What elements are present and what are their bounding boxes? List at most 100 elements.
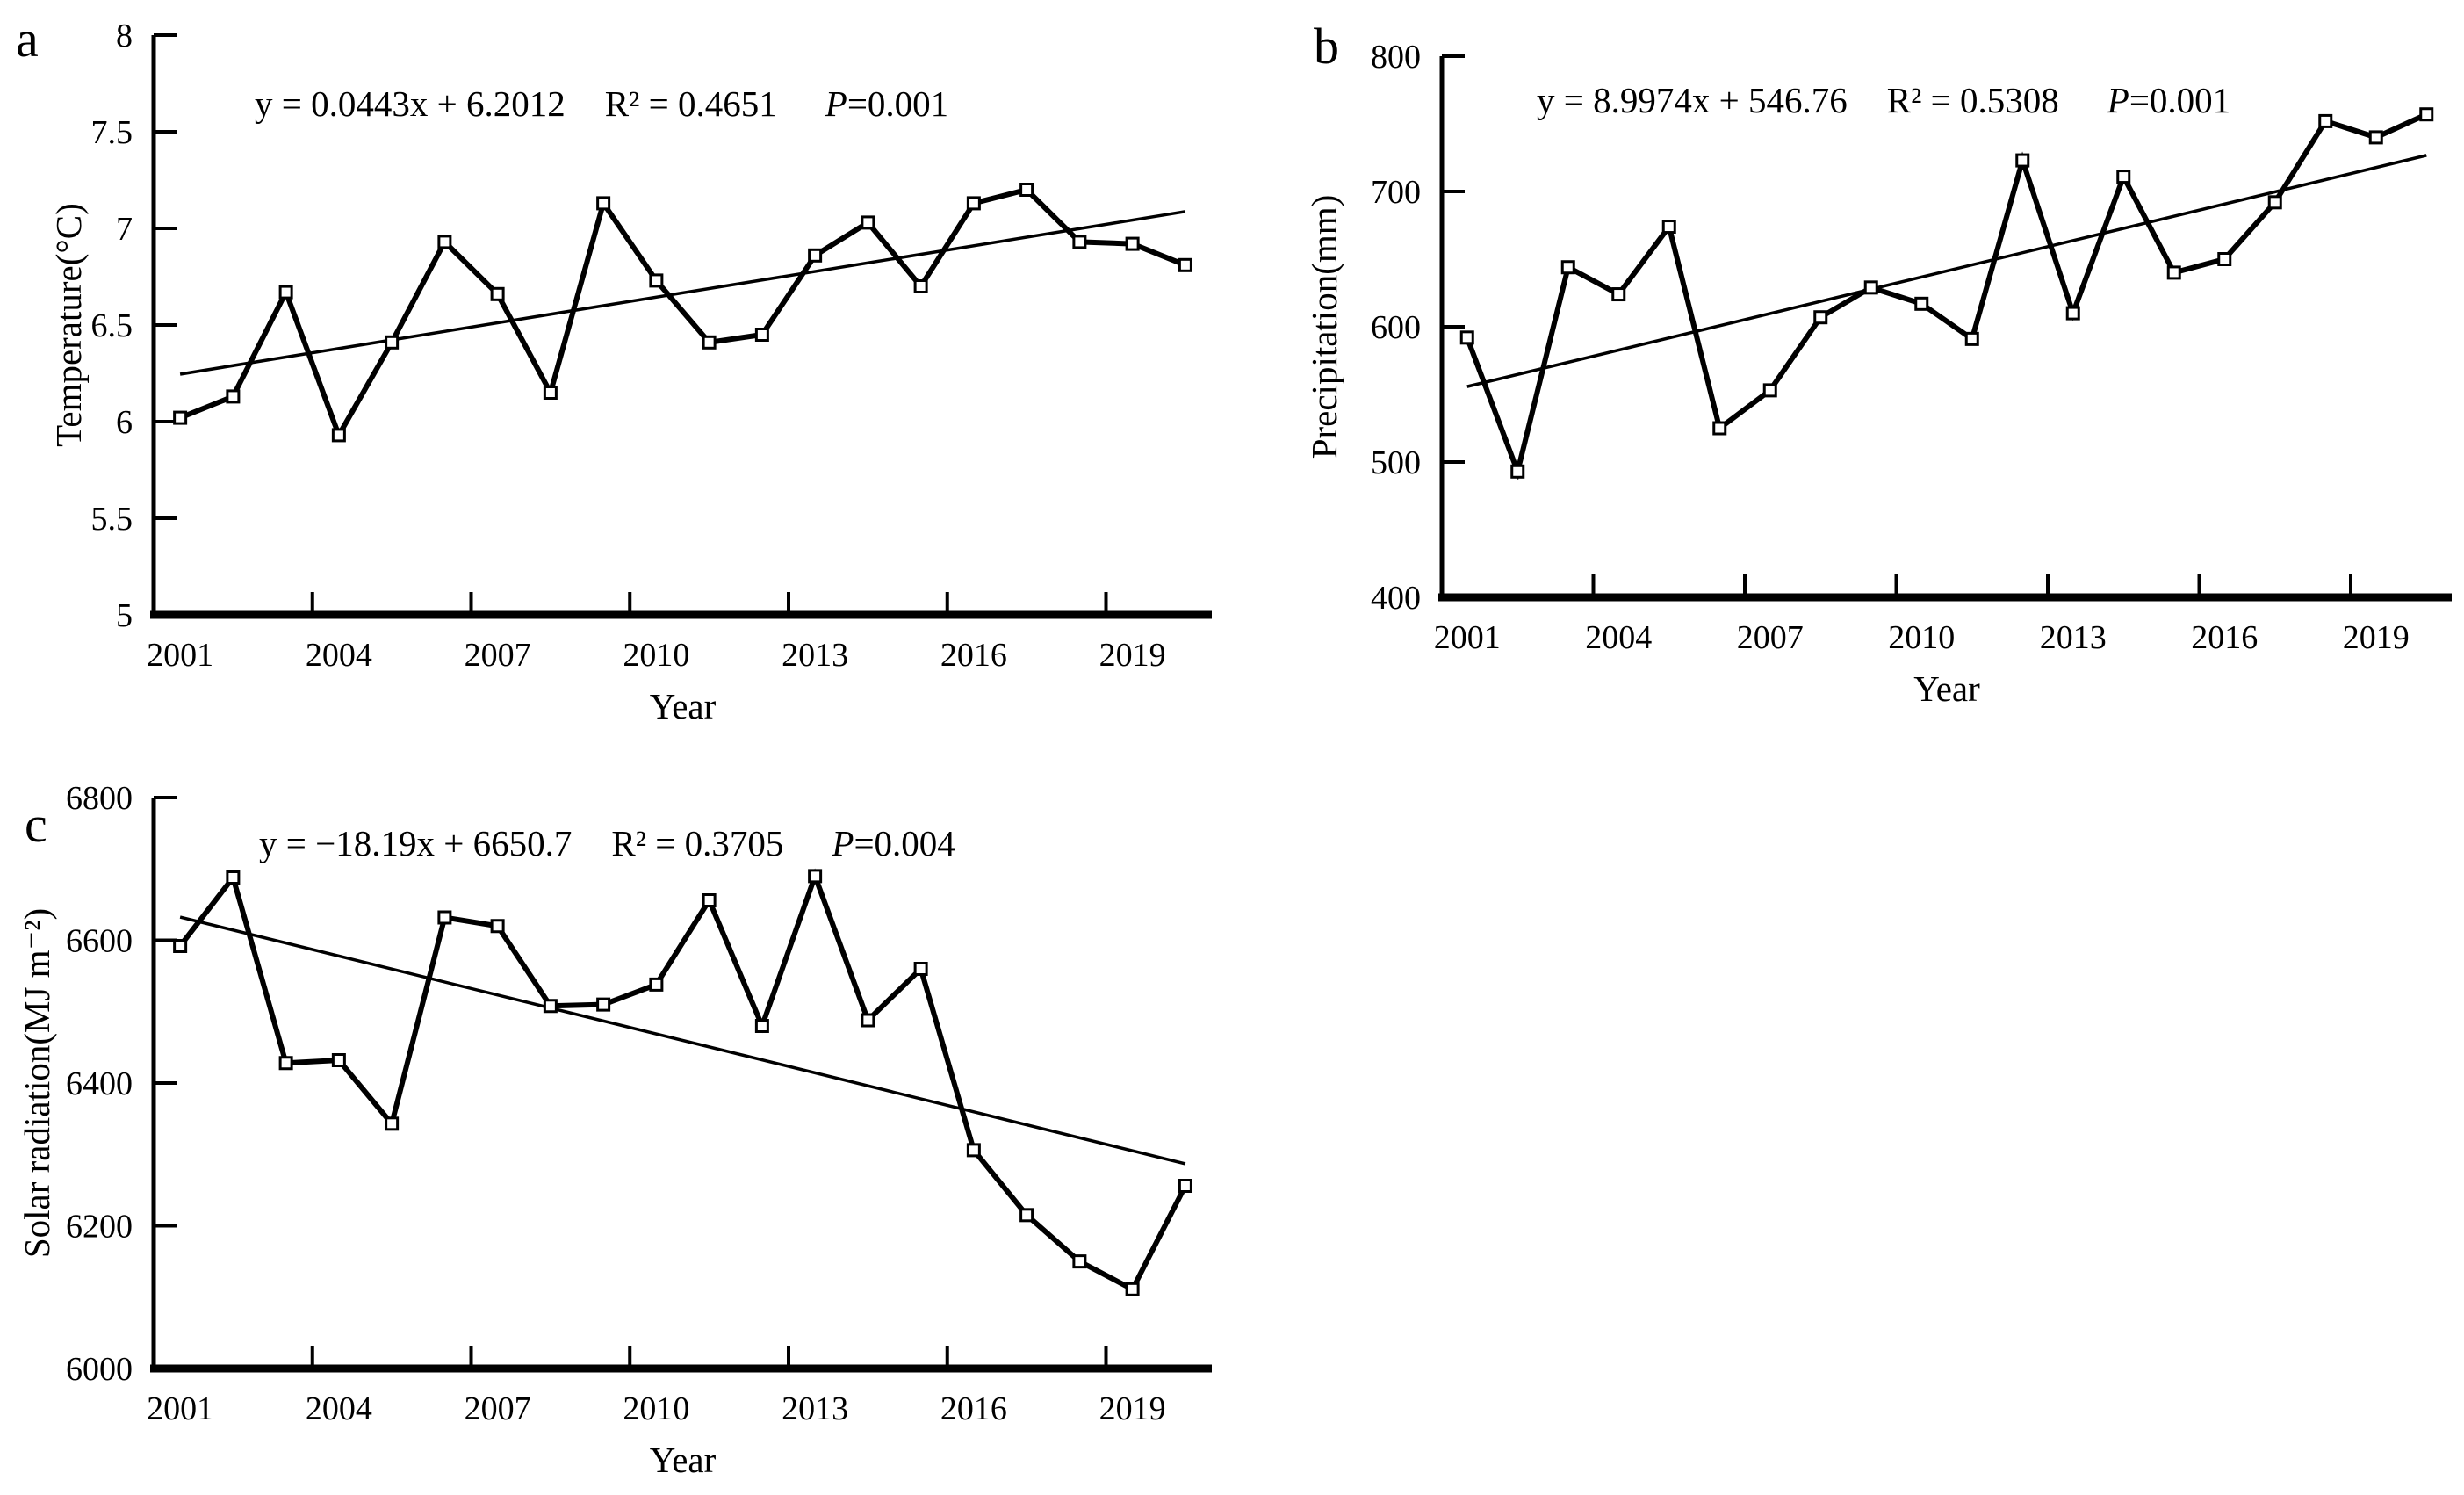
data-point-marker xyxy=(649,273,664,288)
data-point-marker xyxy=(1459,330,1474,345)
data-point-marker xyxy=(1813,310,1828,325)
temperature-chart-canvas: 8 7.5 7 6.5 6 5.5 5 2001 2004 2007 2010 2013 2016 201… xyxy=(16,11,1212,726)
data-point-marker xyxy=(1125,236,1140,251)
y-tick-label: 6200 xyxy=(66,1209,133,1246)
data-point-marker xyxy=(385,335,400,350)
data-series-line xyxy=(179,186,1186,442)
data-point-marker xyxy=(1125,1282,1140,1296)
x-tick-label: 2016 xyxy=(940,1390,1007,1427)
data-point-marker xyxy=(226,389,241,404)
equation-text: y = −18.19x + 6650.7 xyxy=(259,823,572,863)
data-point-marker xyxy=(1661,220,1676,235)
data-point-marker xyxy=(702,335,717,350)
x-axis-title: Year xyxy=(1913,668,1980,709)
y-tick-label: 5 xyxy=(116,597,133,634)
x-tick-label: 2010 xyxy=(623,637,689,674)
r-squared-text: R² = 0.5308 xyxy=(1887,80,2059,120)
y-tick-label: 7.5 xyxy=(91,114,133,151)
p-value-symbol: P xyxy=(2107,80,2129,120)
x-axis-title: Year xyxy=(650,686,717,726)
data-point-marker xyxy=(2065,306,2080,321)
equation-text: y = 8.9974x + 546.76 xyxy=(1537,80,1848,120)
y-tick-label: 6 xyxy=(116,404,133,441)
data-point-marker xyxy=(754,328,769,342)
x-tick-label: 2001 xyxy=(147,1390,213,1427)
trend-line xyxy=(179,210,1186,376)
p-value-number: =0.001 xyxy=(2129,80,2230,120)
regression-annotation: y = 0.0443x + 6.2012 R² = 0.4651 P=0.001 xyxy=(255,83,948,124)
chart-panel-solar-radiation: 6800 6600 6400 6200 6000 2001 2004 2007 2010 2013… xyxy=(0,747,1247,1495)
data-point-marker xyxy=(1914,296,1929,311)
data-point-marker xyxy=(226,870,241,885)
y-tick-label: 6600 xyxy=(66,923,133,960)
chart-panel-temperature: 8 7.5 7 6.5 6 5.5 5 2001 2004 2007 2010 2013 2016 201… xyxy=(0,0,1247,747)
data-point-marker xyxy=(2166,265,2181,280)
trend-line xyxy=(179,915,1186,1166)
p-value-symbol: P xyxy=(825,83,847,124)
x-tick-label: 2013 xyxy=(782,1390,848,1427)
data-point-marker xyxy=(385,1116,400,1131)
x-tick-label: 2001 xyxy=(147,637,213,674)
data-point-marker xyxy=(490,919,505,934)
data-point-marker xyxy=(596,997,611,1012)
y-tick-label: 7 xyxy=(116,211,133,248)
data-point-marker xyxy=(702,893,717,907)
solar-radiation-chart-canvas: 6800 6600 6400 6200 6000 2001 2004 2007 2010 2013… xyxy=(17,780,1212,1480)
data-point-marker xyxy=(966,196,981,211)
panel-label: b xyxy=(1314,18,1339,75)
x-tick-label: 2001 xyxy=(1434,619,1501,656)
data-point-marker xyxy=(2368,130,2383,145)
data-point-marker xyxy=(1019,183,1034,197)
regression-annotation: y = 8.9974x + 546.76 R² = 0.5308 P=0.001 xyxy=(1537,80,2230,120)
data-point-marker xyxy=(490,286,505,301)
equation-text: y = 0.0443x + 6.2012 xyxy=(255,83,566,124)
x-axis-title: Year xyxy=(650,1440,717,1480)
x-tick-label: 2007 xyxy=(465,1390,531,1427)
data-point-marker xyxy=(966,1143,981,1158)
data-point-marker xyxy=(1863,280,1878,295)
x-tick-label: 2010 xyxy=(1888,619,1955,656)
y-tick-label: 700 xyxy=(1371,174,1421,211)
trend-line xyxy=(1466,154,2427,388)
data-point-marker xyxy=(2116,170,2131,184)
x-tick-label: 2004 xyxy=(306,1390,372,1427)
data-point-marker xyxy=(1762,383,1777,398)
panel-label: a xyxy=(16,11,39,68)
y-axis-title: Solar radiation(MJ m⁻²) xyxy=(17,908,57,1258)
x-tick-label: 2016 xyxy=(940,637,1007,674)
r-squared-text: R² = 0.3705 xyxy=(611,823,783,863)
data-point-marker xyxy=(1072,1254,1087,1269)
y-tick-label: 600 xyxy=(1371,309,1421,346)
x-tick-label: 2004 xyxy=(1585,619,1652,656)
data-point-marker xyxy=(1964,331,1979,346)
y-axis-title: Precipitation(mm) xyxy=(1304,195,1344,459)
p-value-symbol: P xyxy=(831,823,854,863)
data-point-marker xyxy=(331,428,346,443)
data-point-marker xyxy=(2419,107,2434,122)
y-tick-label: 6800 xyxy=(66,780,133,817)
data-point-marker xyxy=(173,939,188,953)
x-tick-label: 2013 xyxy=(782,637,848,674)
data-series-line xyxy=(177,868,1188,1293)
y-tick-label: 6.5 xyxy=(91,307,133,344)
data-series-line xyxy=(1464,112,2428,480)
y-axis-title: Temperature(°C) xyxy=(48,203,89,447)
y-tick-label: 500 xyxy=(1371,444,1421,481)
data-point-marker xyxy=(1019,1208,1034,1223)
data-point-marker xyxy=(173,410,188,425)
regression-annotation: y = −18.19x + 6650.7 R² = 0.3705 P=0.004 xyxy=(259,823,955,863)
panel-label: c xyxy=(25,796,47,853)
chart-panel-precipitation: 800 700 600 500 400 2001 2004 2007 2010 2013 2016 2… xyxy=(1247,0,2464,747)
data-point-marker xyxy=(543,999,558,1014)
data-point-marker xyxy=(543,386,558,400)
data-point-marker xyxy=(808,248,823,263)
data-point-marker xyxy=(808,869,823,884)
data-point-marker xyxy=(1178,1179,1192,1193)
y-tick-label: 400 xyxy=(1371,580,1421,617)
x-tick-label: 2019 xyxy=(2343,619,2410,656)
data-point-marker xyxy=(1712,421,1727,436)
data-point-marker xyxy=(1178,257,1192,272)
data-point-marker xyxy=(331,1053,346,1067)
p-value-number: =0.004 xyxy=(854,823,955,863)
data-point-marker xyxy=(2015,153,2030,168)
